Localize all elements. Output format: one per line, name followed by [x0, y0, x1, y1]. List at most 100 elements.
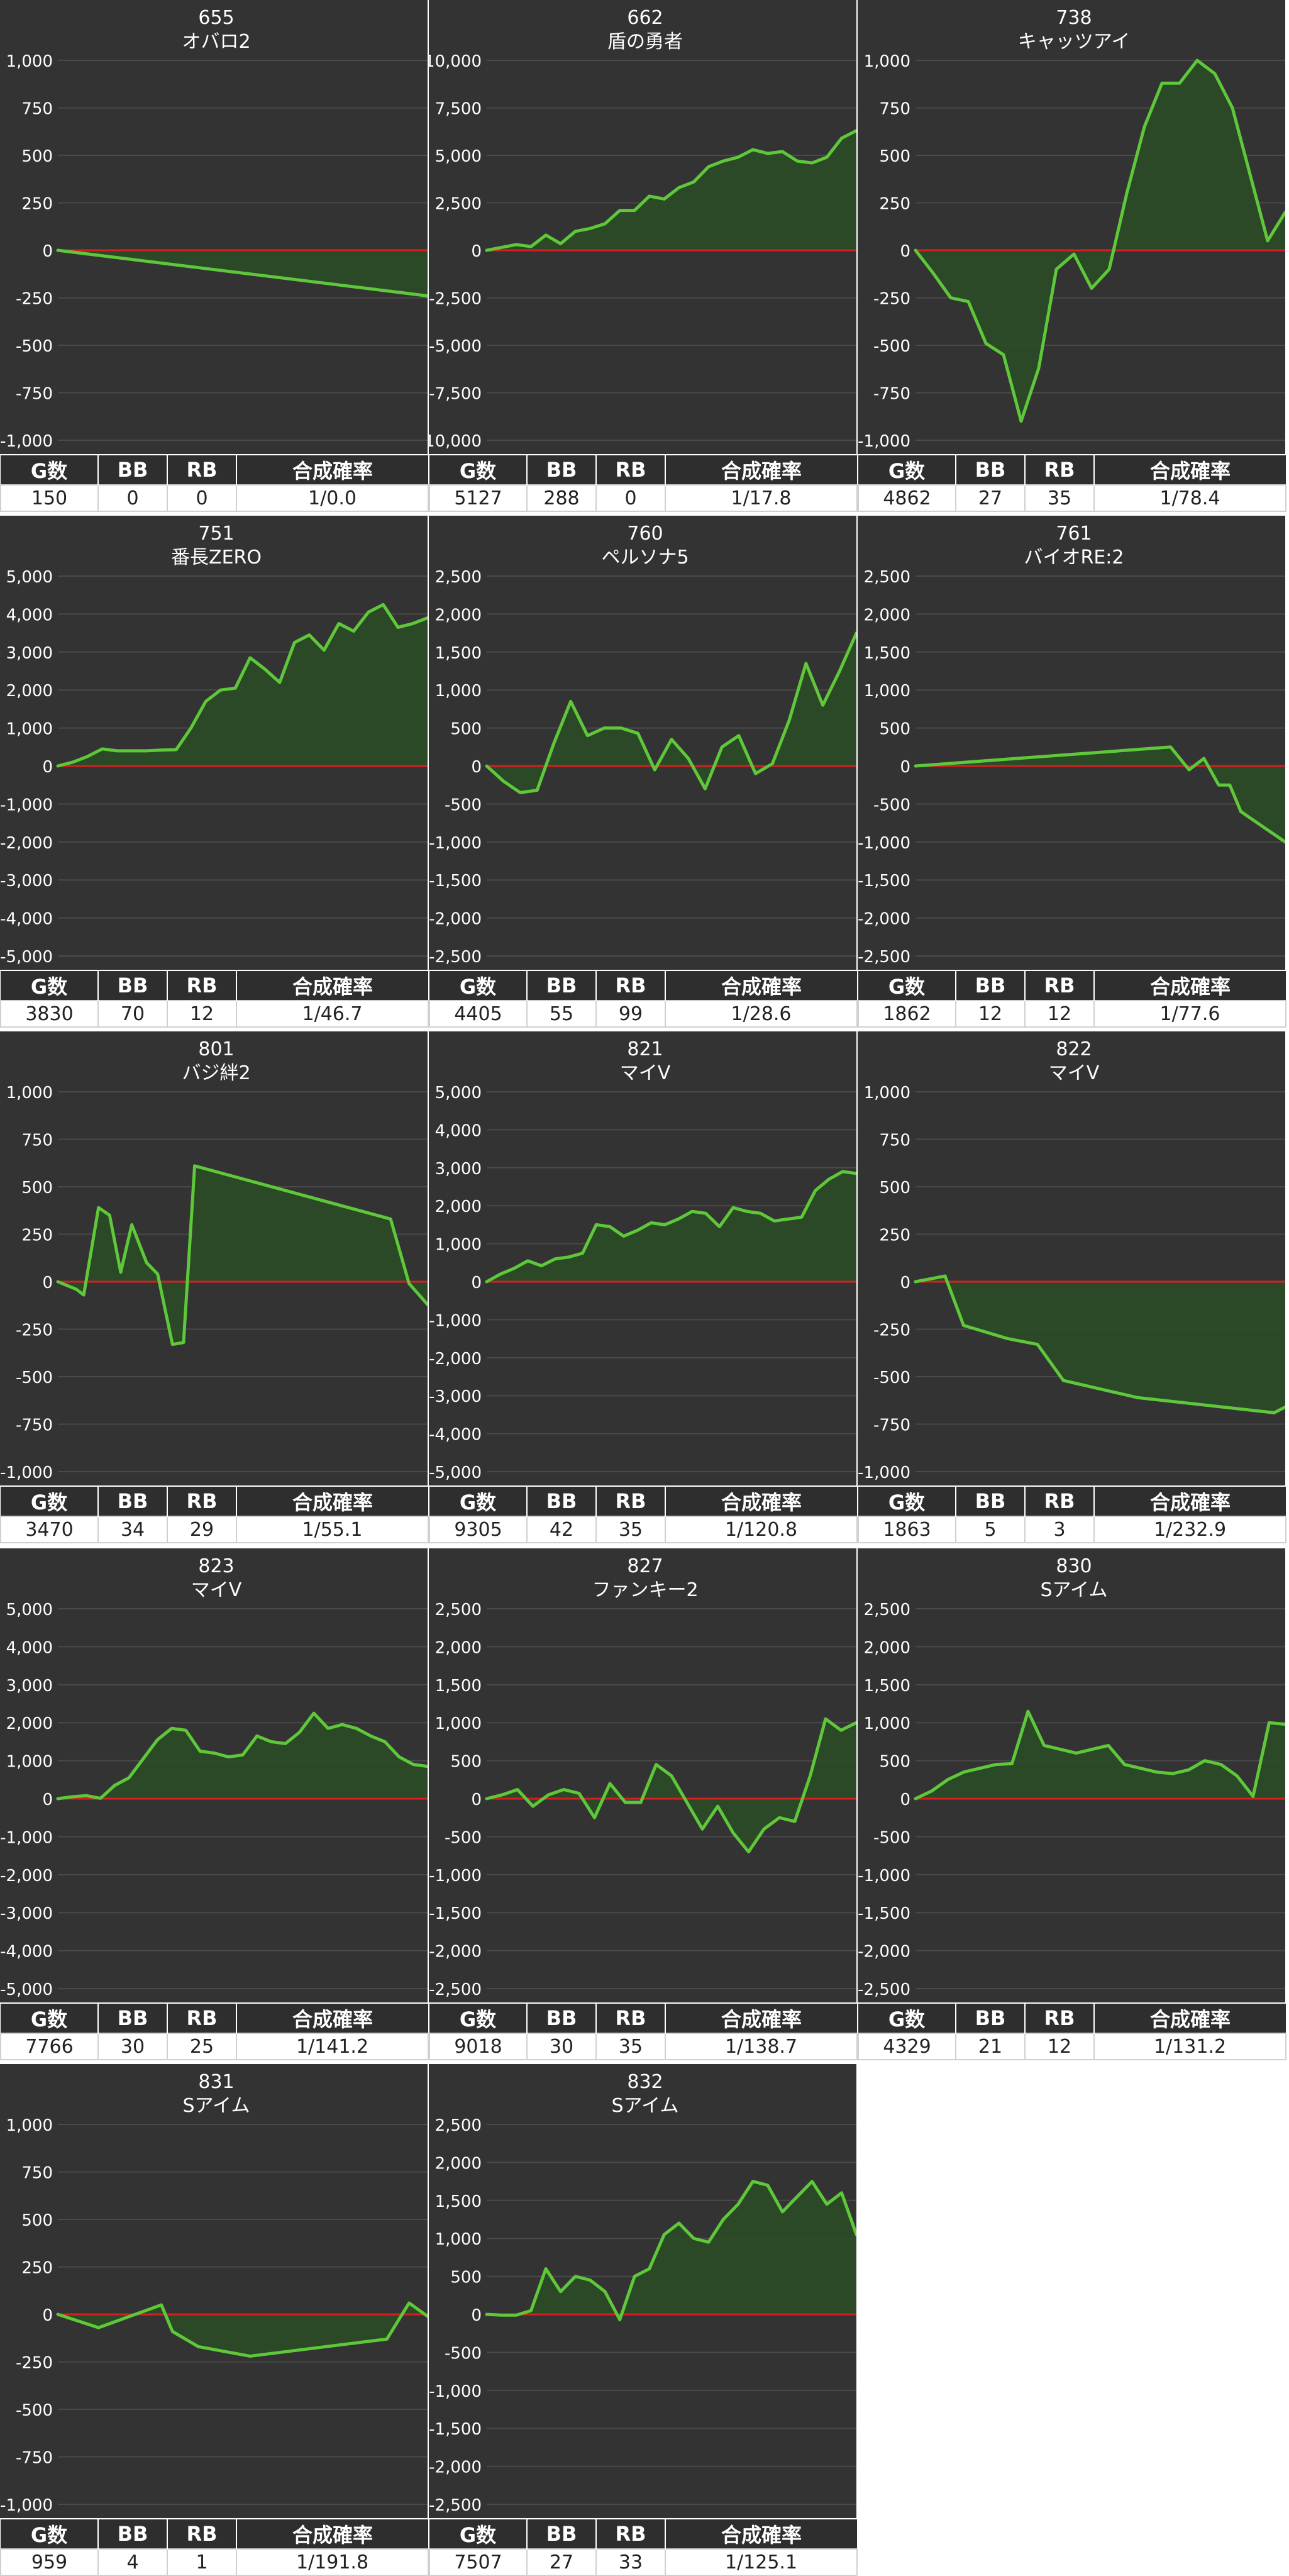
games-header: G数	[858, 971, 956, 1001]
y-tick-label: -2,000	[858, 910, 910, 929]
y-tick-label: 250	[21, 1226, 53, 1245]
stats-table: G数 BB RB 合成確率 7507 27 33 1/125.1	[429, 2519, 858, 2576]
series-area	[487, 633, 856, 793]
y-tick-label: 2,500	[435, 568, 482, 587]
y-tick-label: 500	[879, 720, 910, 739]
rb-value: 25	[167, 2033, 237, 2060]
rb-value: 1	[167, 2548, 237, 2576]
rb-value: 99	[595, 1000, 666, 1028]
y-tick-label: 0	[42, 2306, 53, 2325]
y-tick-label: 2,000	[6, 1714, 53, 1733]
y-tick-label: 500	[21, 1179, 53, 1197]
bb-value: 5	[955, 1516, 1026, 1543]
y-tick-label: -2,500	[429, 948, 482, 967]
y-tick-label: 750	[21, 100, 53, 119]
y-tick-label: 5,000	[6, 568, 53, 587]
y-tick-label: -2,500	[858, 948, 910, 967]
games-value: 1863	[858, 1516, 956, 1543]
y-tick-label: 750	[879, 1131, 910, 1150]
games-header: G数	[429, 1487, 527, 1516]
games-header: G数	[429, 2519, 527, 2549]
y-tick-label: -3,000	[0, 872, 53, 891]
y-tick-label: 1,000	[6, 720, 53, 739]
y-tick-label: 1,000	[864, 1714, 910, 1733]
machine-name: オバロ2	[182, 31, 250, 53]
y-tick-label: -2,500	[429, 290, 482, 309]
rate-value: 1/78.4	[1093, 484, 1286, 512]
y-tick-label: 2,000	[435, 1638, 482, 1657]
y-tick-label: -2,000	[0, 834, 53, 853]
y-tick-label: -750	[873, 385, 910, 404]
rb-value: 0	[595, 484, 666, 512]
y-tick-label: 0	[42, 758, 53, 777]
stats-table: G数 BB RB 合成確率 150 0 0 1/0.0	[0, 455, 429, 512]
stats-table: G数 BB RB 合成確率 4862 27 35 1/78.4	[858, 455, 1286, 512]
machine-panel-801: 801 バジ絆2 -1,000 -750 -500 -250 0 250 500 750 1,000…	[0, 1031, 429, 1543]
y-tick-label: -1,500	[858, 872, 910, 891]
rate-header: 合成確率	[665, 1487, 857, 1516]
y-tick-label: -1,500	[429, 2420, 482, 2439]
y-tick-label: -500	[16, 337, 53, 356]
chart-plot: 823 マイV -5,000 -4,000 -3,000 -2,000 -1,000 0 1,0…	[0, 1548, 428, 2002]
rb-value: 3	[1024, 1516, 1095, 1543]
series-line	[485, 129, 856, 252]
games-header: G数	[1, 455, 98, 485]
y-tick-label: -750	[16, 385, 53, 404]
y-tick-label: -1,000	[858, 1463, 910, 1482]
machine-name: ペルソナ5	[601, 547, 689, 569]
bb-value: 55	[526, 1000, 597, 1028]
series-line	[485, 2180, 856, 2321]
games-header: G数	[1, 1487, 98, 1516]
rb-header: RB	[595, 1487, 665, 1516]
y-tick-label: 3,000	[435, 1160, 482, 1179]
y-tick-label: -250	[873, 1321, 910, 1340]
series-line	[914, 58, 1285, 423]
machine-panel-761: 761 バイオRE:2 -2,500 -2,000 -1,500 -1,000 -500 0 5…	[858, 516, 1286, 1028]
stats-header-row: G数 BB RB 合成確率	[1, 2004, 428, 2033]
stats-header-row: G数 BB RB 合成確率	[429, 2519, 857, 2549]
games-value: 1862	[858, 1000, 956, 1028]
y-tick-label: 1,000	[435, 2230, 482, 2249]
machine-number: 822	[1056, 1038, 1092, 1060]
y-tick-label: -3,000	[429, 1387, 482, 1406]
y-tick-label: -500	[16, 1368, 53, 1387]
bb-value: 4	[97, 2548, 168, 2576]
y-tick-label: 5,000	[6, 1601, 53, 1619]
y-tick-label: 0	[900, 1274, 910, 1292]
stats-value-row: 7507 27 33 1/125.1	[429, 2548, 858, 2576]
y-tick-label: -1,000	[429, 1867, 482, 1885]
y-tick-label: -1,000	[858, 432, 910, 451]
rate-header: 合成確率	[665, 971, 857, 1001]
y-tick-label: -2,000	[429, 910, 482, 929]
rb-value: 12	[1024, 2033, 1095, 2060]
stats-table: G数 BB RB 合成確率 7766 30 25 1/141.2	[0, 2004, 429, 2060]
y-tick-label: -4,000	[429, 1426, 482, 1445]
rb-header: RB	[1024, 2004, 1094, 2033]
rb-header: RB	[167, 2519, 236, 2549]
y-tick-label: -1,000	[429, 834, 482, 853]
games-value: 9018	[429, 2033, 528, 2060]
y-tick-label: 500	[450, 2268, 482, 2287]
machine-number: 761	[1056, 523, 1092, 545]
machine-number: 830	[1056, 1555, 1092, 1577]
series-area	[487, 2181, 856, 2320]
y-tick-label: -2,500	[858, 1980, 910, 1999]
machine-number: 662	[627, 7, 663, 29]
stats-value-row: 4405 55 99 1/28.6	[429, 1000, 858, 1028]
chart-plot: 830 Sアイム -2,500 -2,000 -1,500 -1,000 -500 0 500 1…	[858, 1548, 1285, 2002]
games-value: 4862	[858, 484, 956, 512]
bb-header: BB	[955, 971, 1025, 1001]
y-tick-label: -2,000	[0, 1867, 53, 1885]
chart-plot: 738 キャッツアイ -1,000 -750 -500 -250 0 250 500 750 1,0…	[858, 0, 1285, 454]
y-tick-label: 500	[879, 1753, 910, 1772]
y-tick-label: 1,000	[435, 682, 482, 701]
y-tick-label: -5,000	[0, 1980, 53, 1999]
y-tick-label: 2,000	[6, 682, 53, 701]
bb-header: BB	[97, 455, 167, 485]
stats-header-row: G数 BB RB 合成確率	[1, 455, 428, 485]
stats-header-row: G数 BB RB 合成確率	[1, 2519, 428, 2549]
